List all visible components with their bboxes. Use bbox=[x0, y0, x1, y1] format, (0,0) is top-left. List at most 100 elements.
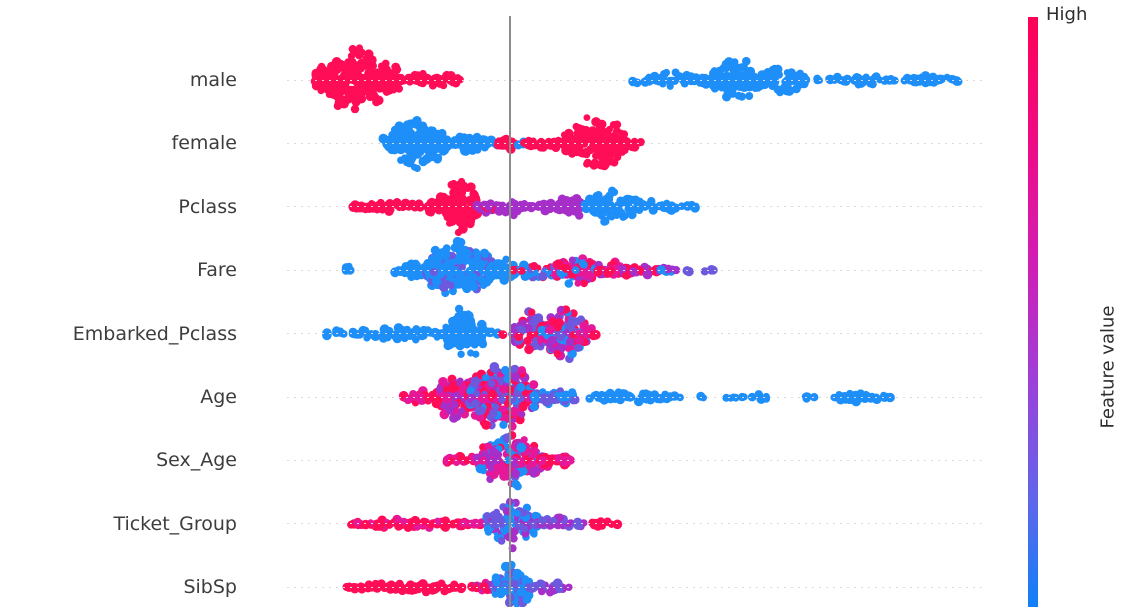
shap-dot bbox=[424, 132, 434, 142]
shap-dot bbox=[512, 568, 523, 579]
shap-dot bbox=[350, 584, 360, 594]
shap-dot bbox=[401, 262, 409, 270]
shap-dot bbox=[371, 69, 380, 78]
shap-dot bbox=[449, 197, 457, 205]
shap-dot bbox=[594, 119, 603, 128]
shap-dot bbox=[441, 253, 450, 261]
shap-dot bbox=[341, 95, 351, 104]
shap-dot bbox=[477, 322, 485, 329]
shap-dot bbox=[516, 325, 524, 333]
shap-dot bbox=[619, 213, 627, 221]
shap-dot bbox=[467, 349, 475, 357]
shap-dot bbox=[529, 380, 539, 390]
shap-dot bbox=[623, 194, 633, 204]
shap-dot bbox=[488, 380, 496, 388]
shap-dot bbox=[391, 65, 400, 73]
shap-dot bbox=[447, 383, 456, 392]
shap-dot bbox=[509, 406, 519, 417]
shap-dot bbox=[322, 330, 332, 341]
gridline bbox=[287, 459, 987, 462]
shap-dot bbox=[545, 325, 555, 335]
shap-dot bbox=[499, 384, 508, 394]
shap-dot bbox=[724, 57, 734, 67]
feature-label-male: male bbox=[189, 69, 237, 91]
shap-dot bbox=[410, 131, 418, 139]
shap-dot bbox=[497, 537, 506, 545]
shap-dot bbox=[489, 409, 498, 418]
shap-dot bbox=[754, 390, 763, 399]
shap-dot bbox=[536, 335, 546, 344]
feature-label-embarked_pclass: Embarked_Pclass bbox=[72, 322, 237, 345]
feature-label-pclass: Pclass bbox=[178, 195, 237, 218]
feature-label-age: Age bbox=[200, 386, 237, 408]
shap-dot bbox=[499, 405, 508, 414]
shap-dot bbox=[473, 253, 482, 261]
gridline bbox=[287, 396, 987, 399]
shap-dot bbox=[436, 269, 445, 279]
shap-dot bbox=[456, 237, 466, 247]
shap-dot bbox=[462, 340, 471, 349]
shap-dot bbox=[597, 211, 606, 220]
shap-dot bbox=[383, 65, 391, 73]
shap-dot bbox=[775, 71, 783, 79]
shap-dot bbox=[561, 196, 572, 206]
shap-dot bbox=[580, 260, 588, 269]
shap-dot bbox=[577, 315, 585, 324]
shap-dot bbox=[478, 338, 487, 347]
shap-dot bbox=[449, 318, 457, 326]
shap-dot bbox=[435, 254, 443, 262]
shap-dot bbox=[722, 92, 732, 102]
shap-dot bbox=[435, 385, 444, 394]
shap-dot bbox=[582, 148, 590, 156]
shap-dot bbox=[459, 263, 466, 271]
shap-dot bbox=[495, 465, 505, 475]
shap-dot bbox=[660, 69, 669, 79]
shap-dot bbox=[862, 390, 870, 399]
shap-dot bbox=[453, 279, 464, 289]
shap-dot bbox=[742, 56, 751, 66]
shap-dot bbox=[328, 89, 339, 99]
shap-dot bbox=[528, 308, 536, 316]
shap-dot bbox=[608, 188, 617, 197]
shap-dot bbox=[471, 399, 480, 408]
shap-dot bbox=[433, 134, 440, 142]
shap-dot bbox=[365, 92, 375, 102]
shap-dot bbox=[487, 464, 495, 472]
gridline bbox=[287, 523, 987, 526]
shap-dot bbox=[397, 325, 408, 336]
shap-dot bbox=[413, 164, 421, 172]
shap-dot bbox=[537, 325, 547, 336]
zero-line bbox=[508, 16, 512, 607]
shap-dot bbox=[485, 442, 493, 450]
shap-dot bbox=[412, 325, 421, 334]
shap-dot bbox=[414, 150, 423, 159]
shap-dot bbox=[727, 73, 736, 82]
shap-dot bbox=[402, 120, 413, 130]
shap-dot bbox=[490, 364, 499, 373]
shap-dot bbox=[553, 350, 562, 358]
shap-dot bbox=[609, 121, 618, 129]
shap-dot bbox=[484, 528, 492, 536]
shap-dot bbox=[425, 207, 434, 216]
shap-dot bbox=[438, 377, 448, 387]
shap-dot bbox=[470, 376, 480, 387]
shap-dot bbox=[449, 288, 457, 296]
shap-dot bbox=[909, 76, 919, 87]
shap-dot bbox=[418, 156, 428, 167]
shap-dot bbox=[709, 71, 719, 81]
gridline bbox=[287, 79, 987, 82]
shap-dot bbox=[481, 250, 489, 259]
shap-dot bbox=[511, 469, 520, 479]
shap-dot bbox=[583, 160, 591, 168]
shap-dot bbox=[524, 344, 534, 355]
shap-dot bbox=[575, 337, 584, 346]
shap-dot bbox=[350, 104, 360, 114]
shap-dot bbox=[568, 388, 577, 397]
shap-dot bbox=[529, 318, 538, 327]
shap-dot bbox=[480, 467, 487, 475]
shap-dot bbox=[564, 279, 574, 288]
feature-label-fare: Fare bbox=[197, 259, 237, 282]
shap-dot bbox=[390, 130, 400, 140]
shap-dot bbox=[450, 179, 458, 188]
shap-dot bbox=[580, 279, 588, 288]
